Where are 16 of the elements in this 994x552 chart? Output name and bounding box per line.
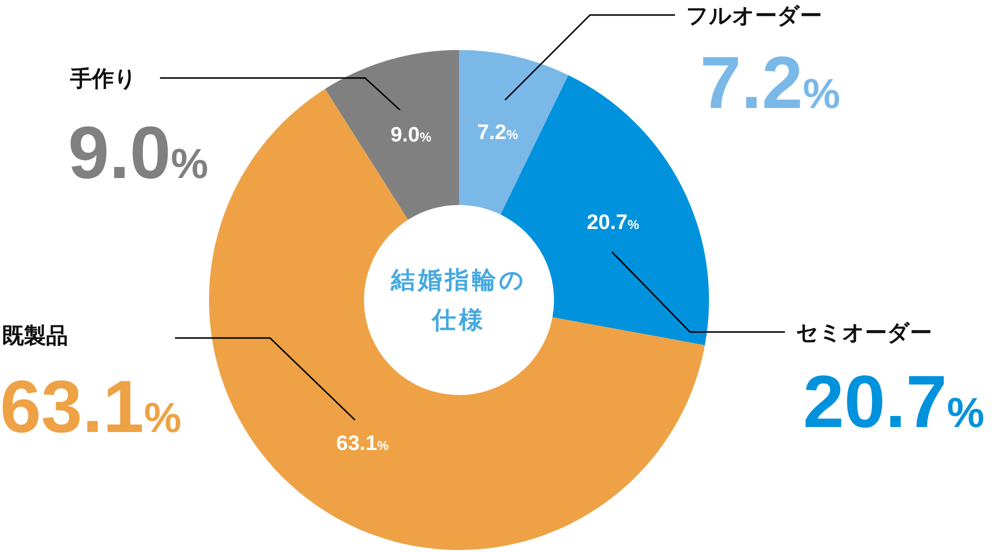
- donut-slice: [325, 50, 459, 220]
- donut-slice: [209, 88, 705, 550]
- slice-label: フルオーダー: [686, 3, 822, 28]
- data-label: 9.0%: [390, 123, 432, 146]
- text: 7.2%: [700, 41, 840, 124]
- donut-slice: [459, 50, 568, 215]
- data-label: 63.1%: [336, 432, 390, 455]
- slice-label: 既製品: [2, 323, 68, 348]
- text: 結婚指輪の仕様: [390, 267, 527, 334]
- data-label: 20.7%: [586, 211, 640, 234]
- slice-label: セミオーダー: [796, 320, 932, 345]
- data-label: 7.2%: [477, 120, 519, 144]
- text: 63.1%: [0, 365, 182, 448]
- text: 9.0%: [68, 111, 208, 194]
- slice-label: 手作り: [69, 66, 137, 91]
- text: 20.7%: [803, 360, 984, 443]
